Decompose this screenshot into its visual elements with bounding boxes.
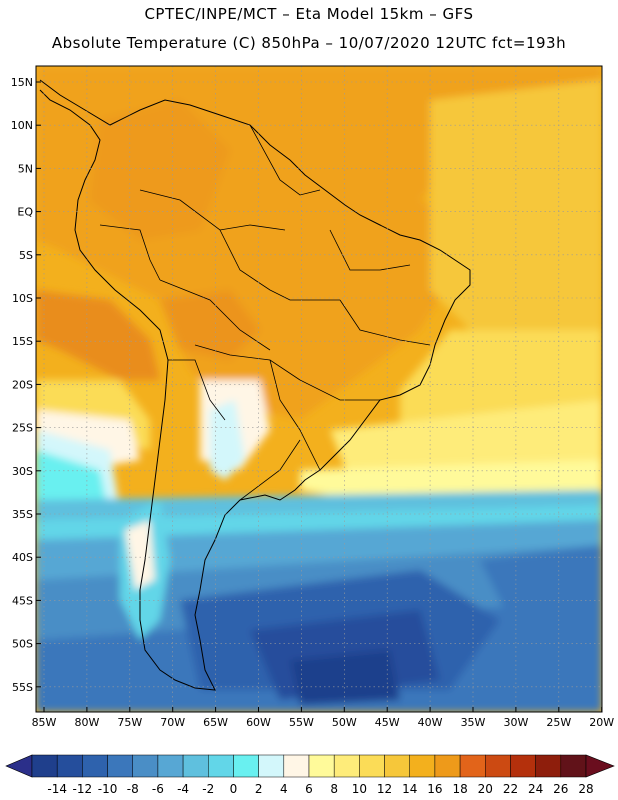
colorbar-swatch bbox=[107, 754, 133, 778]
colorbar-label: -10 bbox=[98, 782, 118, 796]
colorbar-label: 28 bbox=[578, 782, 593, 796]
map-frame bbox=[35, 65, 603, 713]
colorbar-label: -4 bbox=[177, 782, 189, 796]
colorbar-label: 4 bbox=[280, 782, 288, 796]
lon-label: 50W bbox=[332, 716, 357, 729]
coastlines bbox=[39, 79, 471, 691]
lon-label: 65W bbox=[203, 716, 228, 729]
graticule bbox=[36, 66, 603, 712]
colorbar-swatch bbox=[510, 754, 536, 778]
colorbar-swatch bbox=[182, 754, 209, 778]
colorbar-label: -2 bbox=[202, 782, 214, 796]
colorbar-label: 0 bbox=[230, 782, 238, 796]
colorbar-swatch bbox=[208, 754, 234, 778]
colorbar-swatch bbox=[132, 754, 159, 778]
longitude-labels: 85W 80W 75W 70W 65W 60W 55W 50W 45W 40W 35W 30W 25W 2… bbox=[32, 716, 615, 729]
temperature-field bbox=[36, 66, 602, 712]
lat-label: 10S bbox=[12, 292, 33, 305]
colorbar-swatch bbox=[82, 754, 108, 778]
lon-label: 85W bbox=[32, 716, 57, 729]
colorbar-label: 6 bbox=[305, 782, 313, 796]
latitude-labels: 15N 10N 5N EQ 5S 10S 15S 20S 25S 30S 35S 40S 45S 50S 5… bbox=[11, 76, 34, 694]
colorbar-swatch bbox=[359, 754, 385, 778]
lon-label: 30W bbox=[503, 716, 528, 729]
colorbar: -14 -12 -10 -8 -6 -4 -2 0 2 4 6 8 10 12 14 16 18 20 22 24 26… bbox=[5, 754, 615, 796]
lat-label: 35S bbox=[12, 508, 33, 521]
colorbar-label: 26 bbox=[553, 782, 568, 796]
colorbar-high-arrow bbox=[585, 754, 615, 778]
colorbar-label: 24 bbox=[528, 782, 543, 796]
colorbar-label: 20 bbox=[478, 782, 493, 796]
lat-label: 15S bbox=[12, 335, 33, 348]
lat-label: 30S bbox=[12, 465, 33, 478]
colorbar-swatch bbox=[459, 754, 486, 778]
colorbar-label: 22 bbox=[503, 782, 518, 796]
lon-label: 55W bbox=[289, 716, 314, 729]
lon-label: 35W bbox=[461, 716, 486, 729]
colorbar-swatch bbox=[56, 754, 83, 778]
colorbar-swatch bbox=[308, 754, 335, 778]
colorbar-swatch bbox=[31, 754, 58, 778]
lon-label: 45W bbox=[375, 716, 400, 729]
lat-label: 5S bbox=[19, 249, 33, 262]
colorbar-swatch bbox=[384, 754, 410, 778]
country-borders bbox=[99, 124, 431, 501]
colorbar-label: -12 bbox=[73, 782, 93, 796]
colorbar-swatch bbox=[485, 754, 511, 778]
colorbar-label: 16 bbox=[427, 782, 442, 796]
lat-label: 20S bbox=[12, 378, 33, 391]
lat-label: 40S bbox=[12, 551, 33, 564]
colorbar-swatch bbox=[560, 754, 587, 778]
colorbar-label: 10 bbox=[352, 782, 367, 796]
title-line-2: Absolute Temperature (C) 850hPa – 10/07/… bbox=[51, 34, 567, 52]
lon-label: 70W bbox=[160, 716, 185, 729]
colorbar-swatch bbox=[258, 754, 285, 778]
colorbar-label: 8 bbox=[330, 782, 338, 796]
lon-label: 20W bbox=[589, 716, 614, 729]
colorbar-swatch bbox=[233, 754, 259, 778]
lat-label: 50S bbox=[12, 638, 33, 651]
colorbar-label: 2 bbox=[255, 782, 263, 796]
colorbar-swatch bbox=[409, 754, 436, 778]
lat-label: 15N bbox=[11, 76, 33, 89]
colorbar-label: 18 bbox=[452, 782, 467, 796]
lon-label: 25W bbox=[546, 716, 571, 729]
lon-label: 75W bbox=[117, 716, 142, 729]
colorbar-swatch bbox=[434, 754, 461, 778]
colorbar-label: -6 bbox=[152, 782, 164, 796]
title-line-1: CPTEC/INPE/MCT – Eta Model 15km – GFS bbox=[144, 5, 474, 23]
lat-label: 25S bbox=[12, 422, 33, 435]
colorbar-low-arrow bbox=[5, 754, 33, 778]
colorbar-swatch bbox=[333, 754, 360, 778]
lat-label: 5N bbox=[18, 162, 33, 175]
lat-label: 10N bbox=[11, 119, 33, 132]
lat-label: 55S bbox=[12, 681, 33, 694]
lat-label: 45S bbox=[12, 594, 33, 607]
lon-label: 40W bbox=[418, 716, 443, 729]
colorbar-swatch bbox=[157, 754, 184, 778]
lon-label: 80W bbox=[74, 716, 99, 729]
colorbar-label: 14 bbox=[402, 782, 417, 796]
lat-label: EQ bbox=[17, 206, 33, 219]
lon-label: 60W bbox=[246, 716, 271, 729]
colorbar-label: 12 bbox=[377, 782, 392, 796]
colorbar-label: -8 bbox=[127, 782, 139, 796]
colorbar-label: -14 bbox=[47, 782, 67, 796]
colorbar-swatch bbox=[535, 754, 562, 778]
colorbar-swatch bbox=[283, 754, 310, 778]
